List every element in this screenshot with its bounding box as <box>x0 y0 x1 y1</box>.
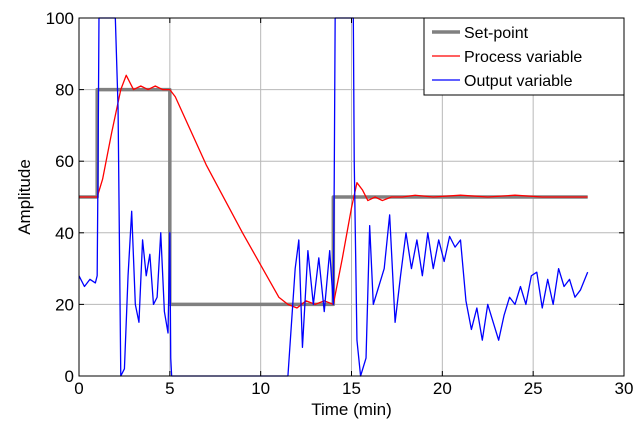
legend-label-3: Output variable <box>464 73 573 90</box>
x-tick-label: 15 <box>342 379 361 398</box>
y-tick-label: 0 <box>65 367 74 386</box>
series-line-3 <box>79 17 589 377</box>
y-axis-title: Amplitude <box>15 159 34 235</box>
series-line-2 <box>79 74 588 309</box>
x-tick-label: 20 <box>433 379 452 398</box>
x-tick-label: 10 <box>251 379 270 398</box>
y-tick-label: 100 <box>46 9 74 28</box>
x-axis-title: Time (min) <box>311 400 392 419</box>
x-tick-label: 30 <box>615 379 634 398</box>
legend: Set-point Process variable Output variable <box>423 17 625 96</box>
y-tick-label: 20 <box>55 295 74 314</box>
y-tick-label: 80 <box>55 81 74 100</box>
legend-label-1: Set-point <box>464 25 529 42</box>
x-tick-label: 25 <box>524 379 543 398</box>
x-tick-label: 0 <box>74 379 83 398</box>
x-tick-label: 5 <box>165 379 174 398</box>
y-tick-label: 40 <box>55 224 74 243</box>
series-layer <box>79 17 589 377</box>
legend-label-2: Process variable <box>464 49 582 66</box>
y-tick-label: 60 <box>55 152 74 171</box>
tick-layer: 0 5 10 15 20 25 30 0 20 40 60 80 100 <box>46 9 634 398</box>
